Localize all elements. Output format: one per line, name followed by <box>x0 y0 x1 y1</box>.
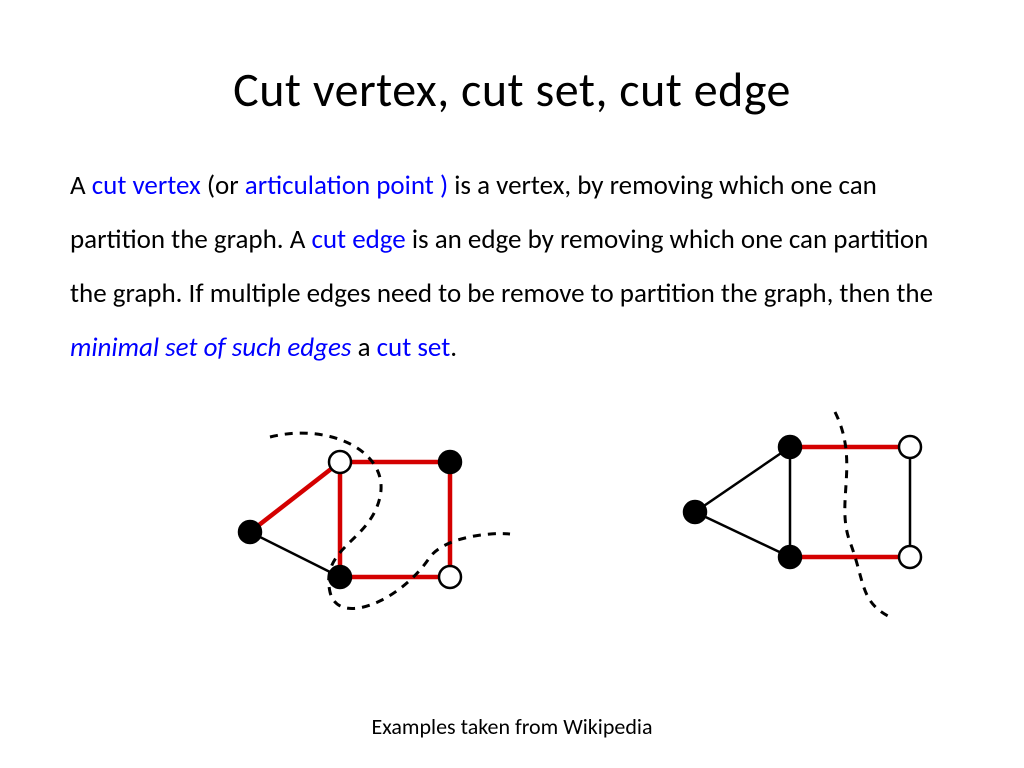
graph-node <box>329 451 351 473</box>
diagrams-area <box>70 402 954 662</box>
graph-right <box>660 392 980 632</box>
text-run: a <box>358 331 377 364</box>
graph-node <box>684 501 706 523</box>
cut-curve <box>835 412 890 617</box>
graph-node <box>899 546 921 568</box>
graph-left <box>210 402 530 632</box>
text-run: (or <box>207 169 245 202</box>
text-run: . <box>450 331 457 364</box>
graph-node <box>899 436 921 458</box>
text-run: A <box>70 169 92 202</box>
slide-title: Cut vertex, cut set, cut edge <box>70 60 954 119</box>
graph-node <box>439 451 461 473</box>
graph-node <box>779 546 801 568</box>
cut-curve <box>270 433 510 608</box>
term-cut-vertex: cut vertex <box>92 169 207 202</box>
slide: Cut vertex, cut set, cut edge A cut vert… <box>0 0 1024 768</box>
graph-edge <box>695 447 790 512</box>
graph-node <box>239 521 261 543</box>
graph-edge <box>695 512 790 557</box>
term-cut-set: cut set <box>377 331 451 364</box>
caption: Examples taken from Wikipedia <box>0 713 1024 740</box>
term-cut-edge: cut edge <box>311 223 411 256</box>
graph-edge <box>250 462 340 532</box>
graph-edge <box>250 532 340 577</box>
term-minimal-set: minimal set of such edges <box>70 331 358 364</box>
graph-node <box>439 566 461 588</box>
term-articulation-point: articulation point ) <box>245 169 454 202</box>
graph-node <box>779 436 801 458</box>
definition-paragraph: A cut vertex (or articulation point ) is… <box>70 159 954 375</box>
graph-node <box>329 566 351 588</box>
